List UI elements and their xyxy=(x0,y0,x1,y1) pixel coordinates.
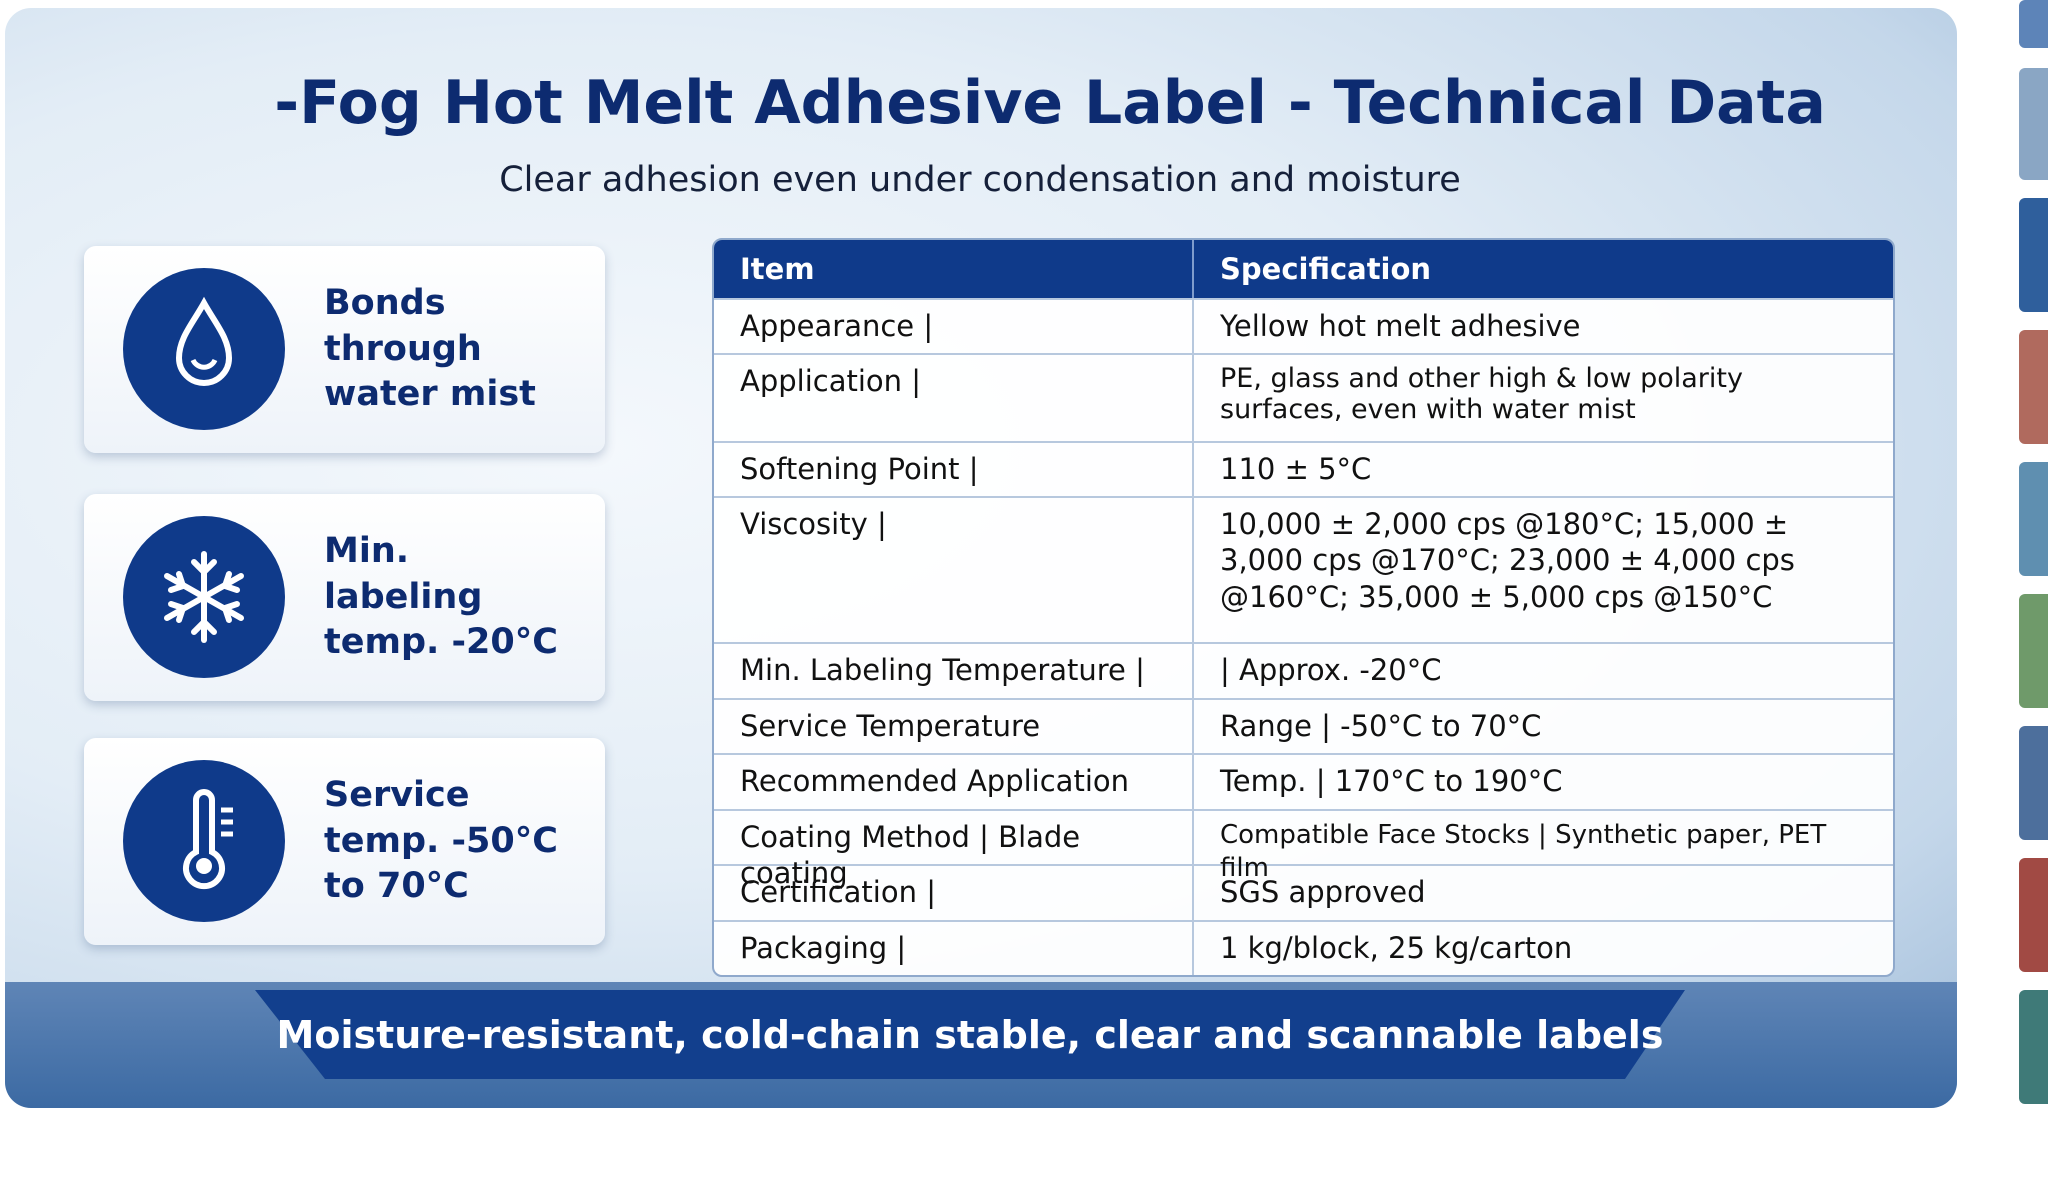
table-cell: 110 ± 5°C xyxy=(1220,452,1372,486)
table-header: Item Specification xyxy=(714,240,1893,298)
thumbnail[interactable] xyxy=(2019,858,2048,972)
table-cell: 10,000 ± 2,000 cps @180°C; 15,000 ± 3,00… xyxy=(1220,507,1795,614)
table-row: Coating Method | Blade coating Compatible… xyxy=(714,809,1893,890)
table-row: Viscosity | 10,000 ± 2,000 cps @180°C; 15… xyxy=(714,496,1893,642)
table-row: Application | PE, glass and other high & … xyxy=(714,353,1893,441)
table-cell: Range | -50°C to 70°C xyxy=(1220,709,1542,743)
table-row: Softening Point | 110 ± 5°C xyxy=(714,441,1893,496)
table-cell: Softening Point | xyxy=(714,443,1194,496)
table-row: Appearance | Yellow hot melt adhesive xyxy=(714,298,1893,353)
thumbnail[interactable] xyxy=(2019,68,2048,180)
feature-card: Service temp. -50°C to 70°C xyxy=(84,738,605,945)
thermometer-icon xyxy=(123,760,285,922)
column-header: Item xyxy=(714,240,1194,298)
thumbnail[interactable] xyxy=(2019,330,2048,444)
feature-card: Bonds through water mist xyxy=(84,246,605,453)
thumbnail[interactable] xyxy=(2019,198,2048,312)
table-cell: Compatible Face Stocks | Synthetic paper… xyxy=(1220,820,1827,883)
table-row: Min. Labeling Temperature | | Approx. -20… xyxy=(714,642,1893,698)
table-cell: Coating Method | Blade coating xyxy=(714,811,1194,890)
table-cell: SGS approved xyxy=(1220,875,1426,909)
table-cell: Viscosity | xyxy=(714,498,1194,642)
table-cell: Appearance | xyxy=(714,300,1194,353)
spec-table: Item Specification Appearance | Yellow hot … xyxy=(712,238,1895,977)
column-header: Specification xyxy=(1220,251,1432,286)
feature-label: Service temp. -50°C to 70°C xyxy=(324,775,558,907)
feature-label: Bonds through water mist xyxy=(324,283,536,415)
table-cell: PE, glass and other high & low polarity … xyxy=(1220,363,1743,426)
thumbnail[interactable] xyxy=(2019,0,2048,48)
thumbnail[interactable] xyxy=(2019,594,2048,708)
table-row: Recommended Application Temp. | 170°C to … xyxy=(714,753,1893,809)
table-cell: Temp. | 170°C to 190°C xyxy=(1220,764,1563,798)
thumbnail[interactable] xyxy=(2019,726,2048,840)
table-row: Certification | SGS approved xyxy=(714,864,1893,920)
thumbnail[interactable] xyxy=(2019,990,2048,1104)
snowflake-icon xyxy=(123,516,285,678)
feature-label: Min. labeling temp. -20°C xyxy=(324,531,558,663)
table-cell: Application | xyxy=(714,355,1194,441)
thumbnail[interactable] xyxy=(2019,462,2048,576)
banner-text: Moisture-resistant, cold-chain stable, c… xyxy=(276,1012,1664,1057)
subtitle: Clear adhesion even under condensation a… xyxy=(499,160,1461,200)
footer-band xyxy=(5,982,1957,1108)
table-row: Packaging | 1 kg/block, 25 kg/carton xyxy=(714,920,1893,975)
banner-shape xyxy=(255,990,1685,1079)
water-drop-icon xyxy=(123,268,285,430)
infographic: -Fog Hot Melt Adhesive Label - Technical… xyxy=(5,8,1957,1108)
table-cell: Service Temperature xyxy=(714,700,1194,753)
table-cell: Certification | xyxy=(714,866,1194,920)
table-cell: | Approx. -20°C xyxy=(1220,653,1442,687)
table-cell: 1 kg/block, 25 kg/carton xyxy=(1220,931,1573,965)
table-cell: Yellow hot melt adhesive xyxy=(1220,309,1581,343)
feature-card: Min. labeling temp. -20°C xyxy=(84,494,605,701)
table-cell: Recommended Application xyxy=(714,755,1194,809)
table-cell: Packaging | xyxy=(714,922,1194,975)
table-cell: Min. Labeling Temperature | xyxy=(714,644,1194,698)
title: -Fog Hot Melt Adhesive Label - Technical… xyxy=(274,68,1826,138)
table-row: Service Temperature Range | -50°C to 70°C xyxy=(714,698,1893,753)
